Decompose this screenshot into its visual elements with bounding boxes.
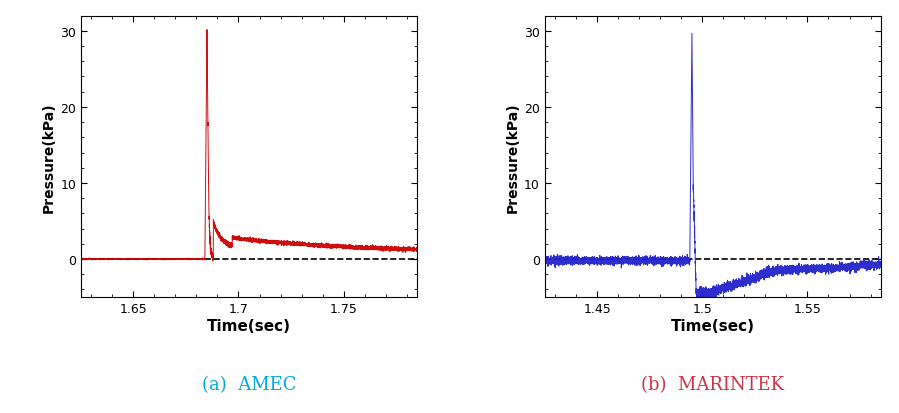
Text: (b)  MARINTEK: (b) MARINTEK — [641, 375, 785, 393]
Text: (a)  AMEC: (a) AMEC — [201, 375, 297, 393]
X-axis label: Time(sec): Time(sec) — [207, 318, 291, 333]
Y-axis label: Pressure(kPa): Pressure(kPa) — [506, 102, 520, 212]
Y-axis label: Pressure(kPa): Pressure(kPa) — [42, 102, 56, 212]
X-axis label: Time(sec): Time(sec) — [671, 318, 755, 333]
